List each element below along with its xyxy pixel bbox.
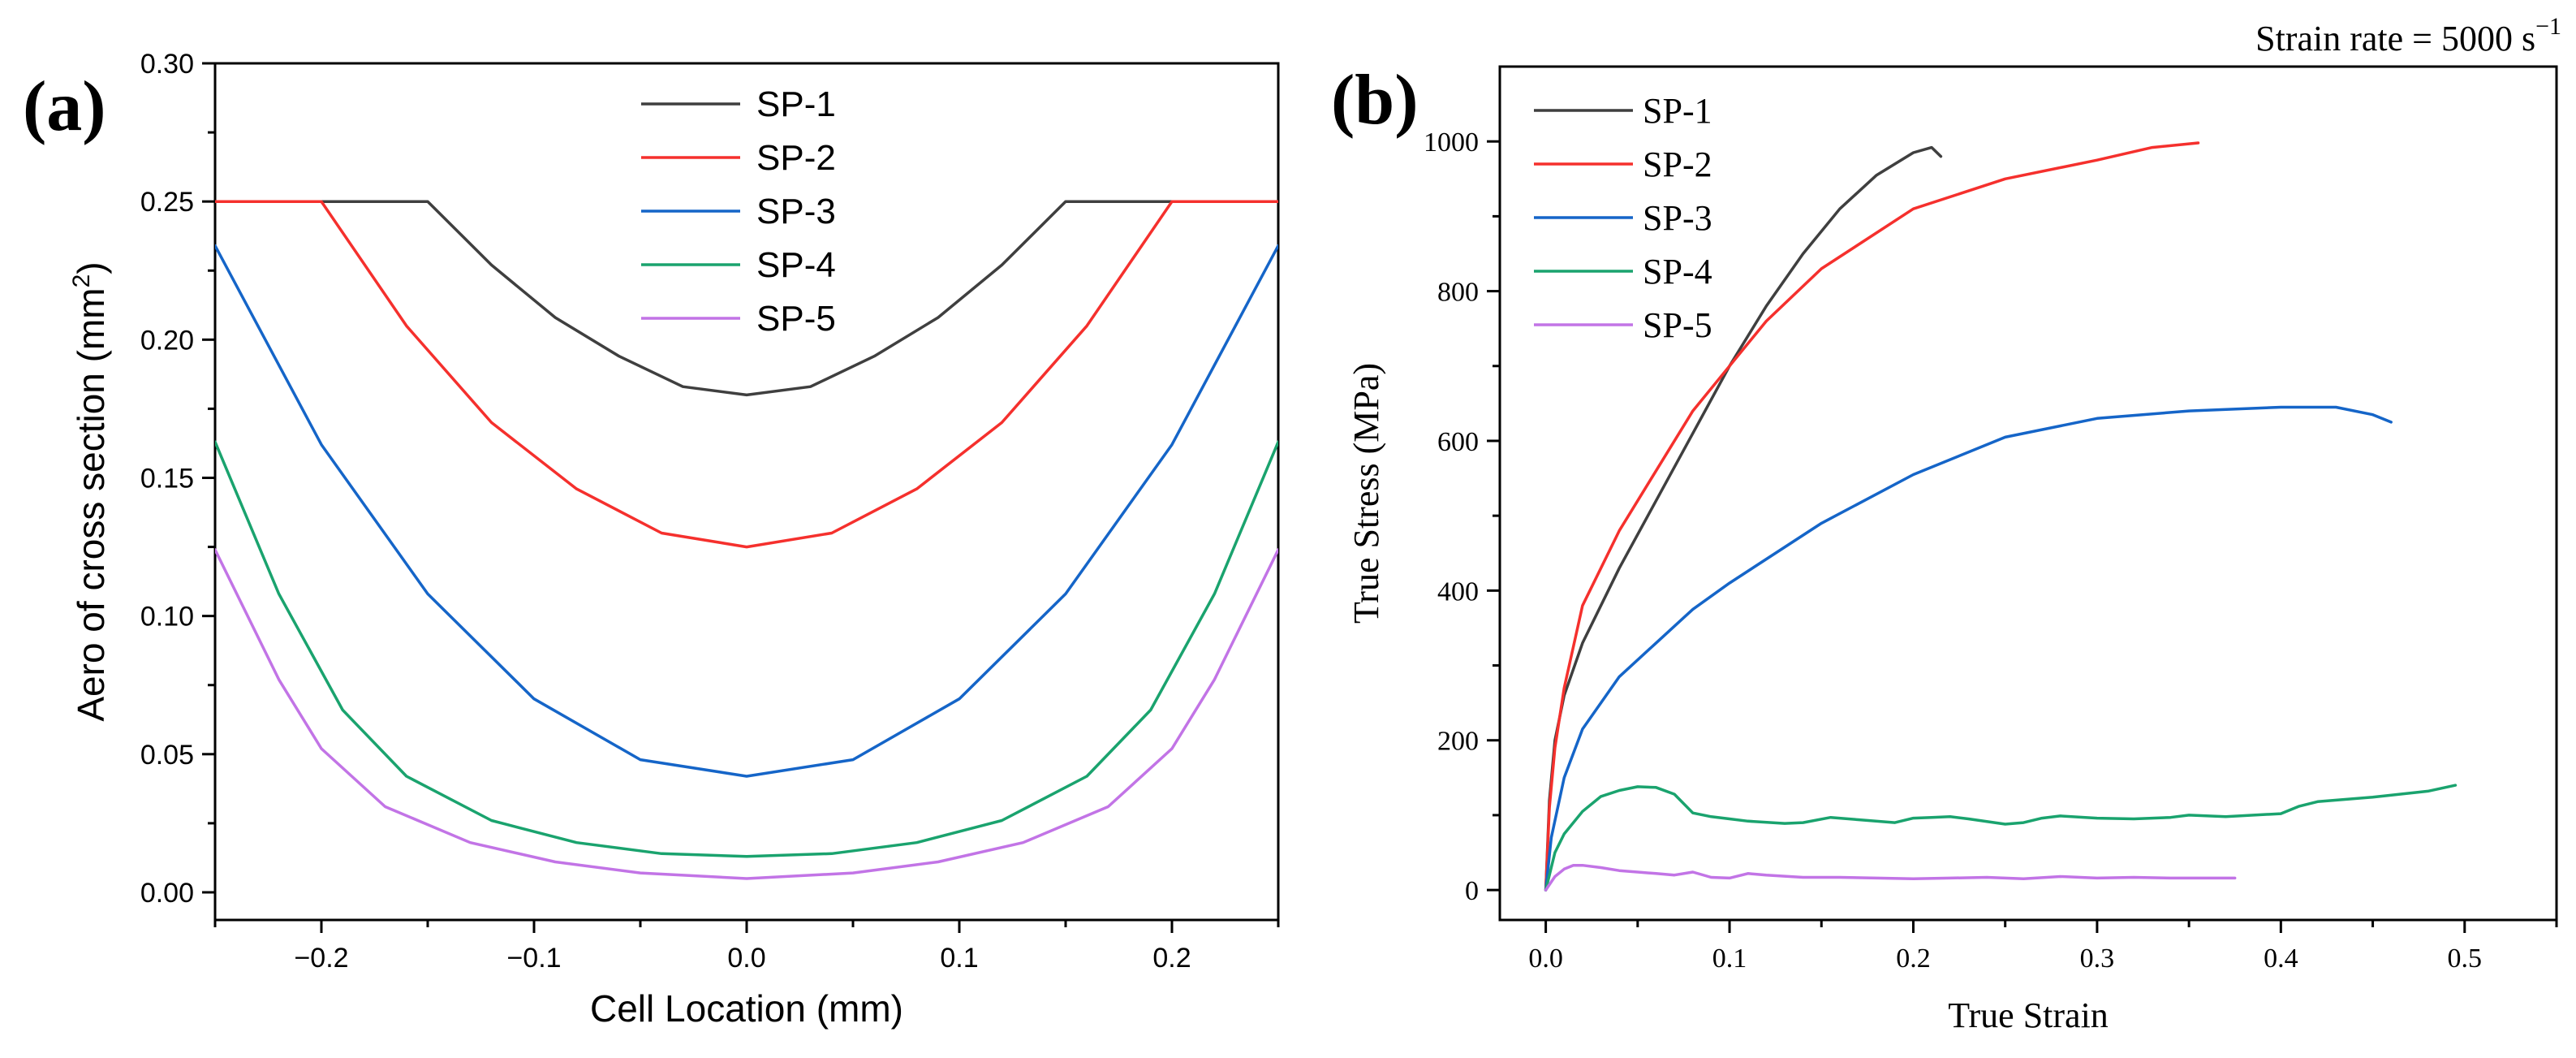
panel-label: (b) bbox=[1331, 61, 1419, 140]
legend-label-sp-4: SP-4 bbox=[1643, 252, 1712, 291]
x-tick-label: 0.5 bbox=[2448, 944, 2483, 974]
x-axis-label: Cell Location (mm) bbox=[590, 987, 903, 1030]
series-line-sp-4 bbox=[215, 440, 1278, 858]
y-tick-label: 0.15 bbox=[140, 463, 194, 494]
x-tick-label: 0.4 bbox=[2264, 944, 2298, 974]
legend-label-sp-1: SP-1 bbox=[1643, 91, 1712, 131]
series-line-sp-1 bbox=[215, 200, 1278, 397]
x-tick-label: 0.1 bbox=[940, 943, 978, 974]
y-axis-label: True Stress (MPa) bbox=[1346, 363, 1386, 624]
x-tick-label: 0.0 bbox=[727, 943, 765, 974]
legend-label-sp-3: SP-3 bbox=[1643, 198, 1712, 238]
y-tick-label: 0.05 bbox=[140, 740, 194, 771]
strain-rate-note: Strain rate = 5000 s−1 bbox=[2255, 13, 2561, 58]
y-tick-label: 800 bbox=[1437, 278, 1479, 308]
x-tick-label: 0.2 bbox=[1896, 944, 1931, 974]
series-line-sp-3 bbox=[215, 244, 1278, 778]
legend-label-sp-2: SP-2 bbox=[756, 138, 836, 178]
y-tick-label: 0.00 bbox=[140, 878, 194, 909]
legend-label-sp-5: SP-5 bbox=[756, 299, 836, 339]
series-line-sp-2 bbox=[1544, 141, 2200, 892]
series-line-sp-1 bbox=[1544, 145, 1943, 892]
legend-label-sp-5: SP-5 bbox=[1643, 305, 1712, 345]
y-tick-label: 0.25 bbox=[140, 187, 194, 218]
y-tick-label: 0.20 bbox=[140, 325, 194, 356]
plot-frame bbox=[213, 62, 1280, 922]
y-tick-label: 600 bbox=[1437, 427, 1479, 457]
y-tick-label: 0 bbox=[1465, 876, 1479, 906]
series-line-sp-5 bbox=[215, 548, 1278, 880]
series-line-sp-4 bbox=[1544, 784, 2458, 892]
y-tick-label: 400 bbox=[1437, 577, 1479, 607]
series-line-sp-5 bbox=[1544, 863, 2237, 892]
panel-a-chart: −0.2 −0.1 0.0 0.1 0.2 0.00 0.05 0.10 0.15 0.20 0.2… bbox=[23, 49, 1280, 1030]
x-tick-label: 0.2 bbox=[1152, 943, 1191, 974]
y-tick-label: 0.10 bbox=[140, 602, 194, 633]
series-line-sp-3 bbox=[1544, 405, 2393, 892]
plot-frame bbox=[1498, 65, 2558, 922]
y-axis-label: Aero of cross section (mm2) bbox=[68, 261, 112, 721]
panel-label: (a) bbox=[23, 67, 106, 146]
legend-label-sp-1: SP-1 bbox=[756, 84, 836, 124]
x-tick-label: 0.1 bbox=[1712, 944, 1747, 974]
panel-b-chart: 0.0 0.1 0.2 0.3 0.4 0.5 0 200 400 600 800 1000 SP-1 S… bbox=[1331, 61, 2558, 1035]
x-tick-label: −0.1 bbox=[506, 943, 561, 974]
y-tick-label: 1000 bbox=[1424, 127, 1479, 158]
x-axis-label: True Strain bbox=[1948, 995, 2109, 1035]
series-line-sp-2 bbox=[215, 200, 1278, 549]
legend-label-sp-2: SP-2 bbox=[1643, 145, 1712, 184]
x-tick-label: −0.2 bbox=[294, 943, 348, 974]
y-tick-label: 0.30 bbox=[140, 49, 194, 80]
x-tick-label: 0.3 bbox=[2080, 944, 2115, 974]
x-tick-label: 0.0 bbox=[1528, 944, 1563, 974]
y-tick-label: 200 bbox=[1437, 727, 1479, 757]
legend-label-sp-3: SP-3 bbox=[756, 192, 836, 231]
legend-label-sp-4: SP-4 bbox=[756, 245, 836, 285]
